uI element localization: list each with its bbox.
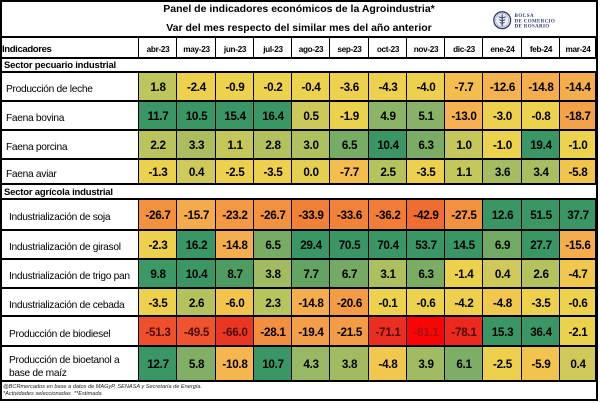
svg-text:BOLSA: BOLSA xyxy=(515,14,535,19)
svg-text:DE ROSARIO: DE ROSARIO xyxy=(515,25,550,30)
svg-text:DE COMERCIO: DE COMERCIO xyxy=(515,19,556,24)
